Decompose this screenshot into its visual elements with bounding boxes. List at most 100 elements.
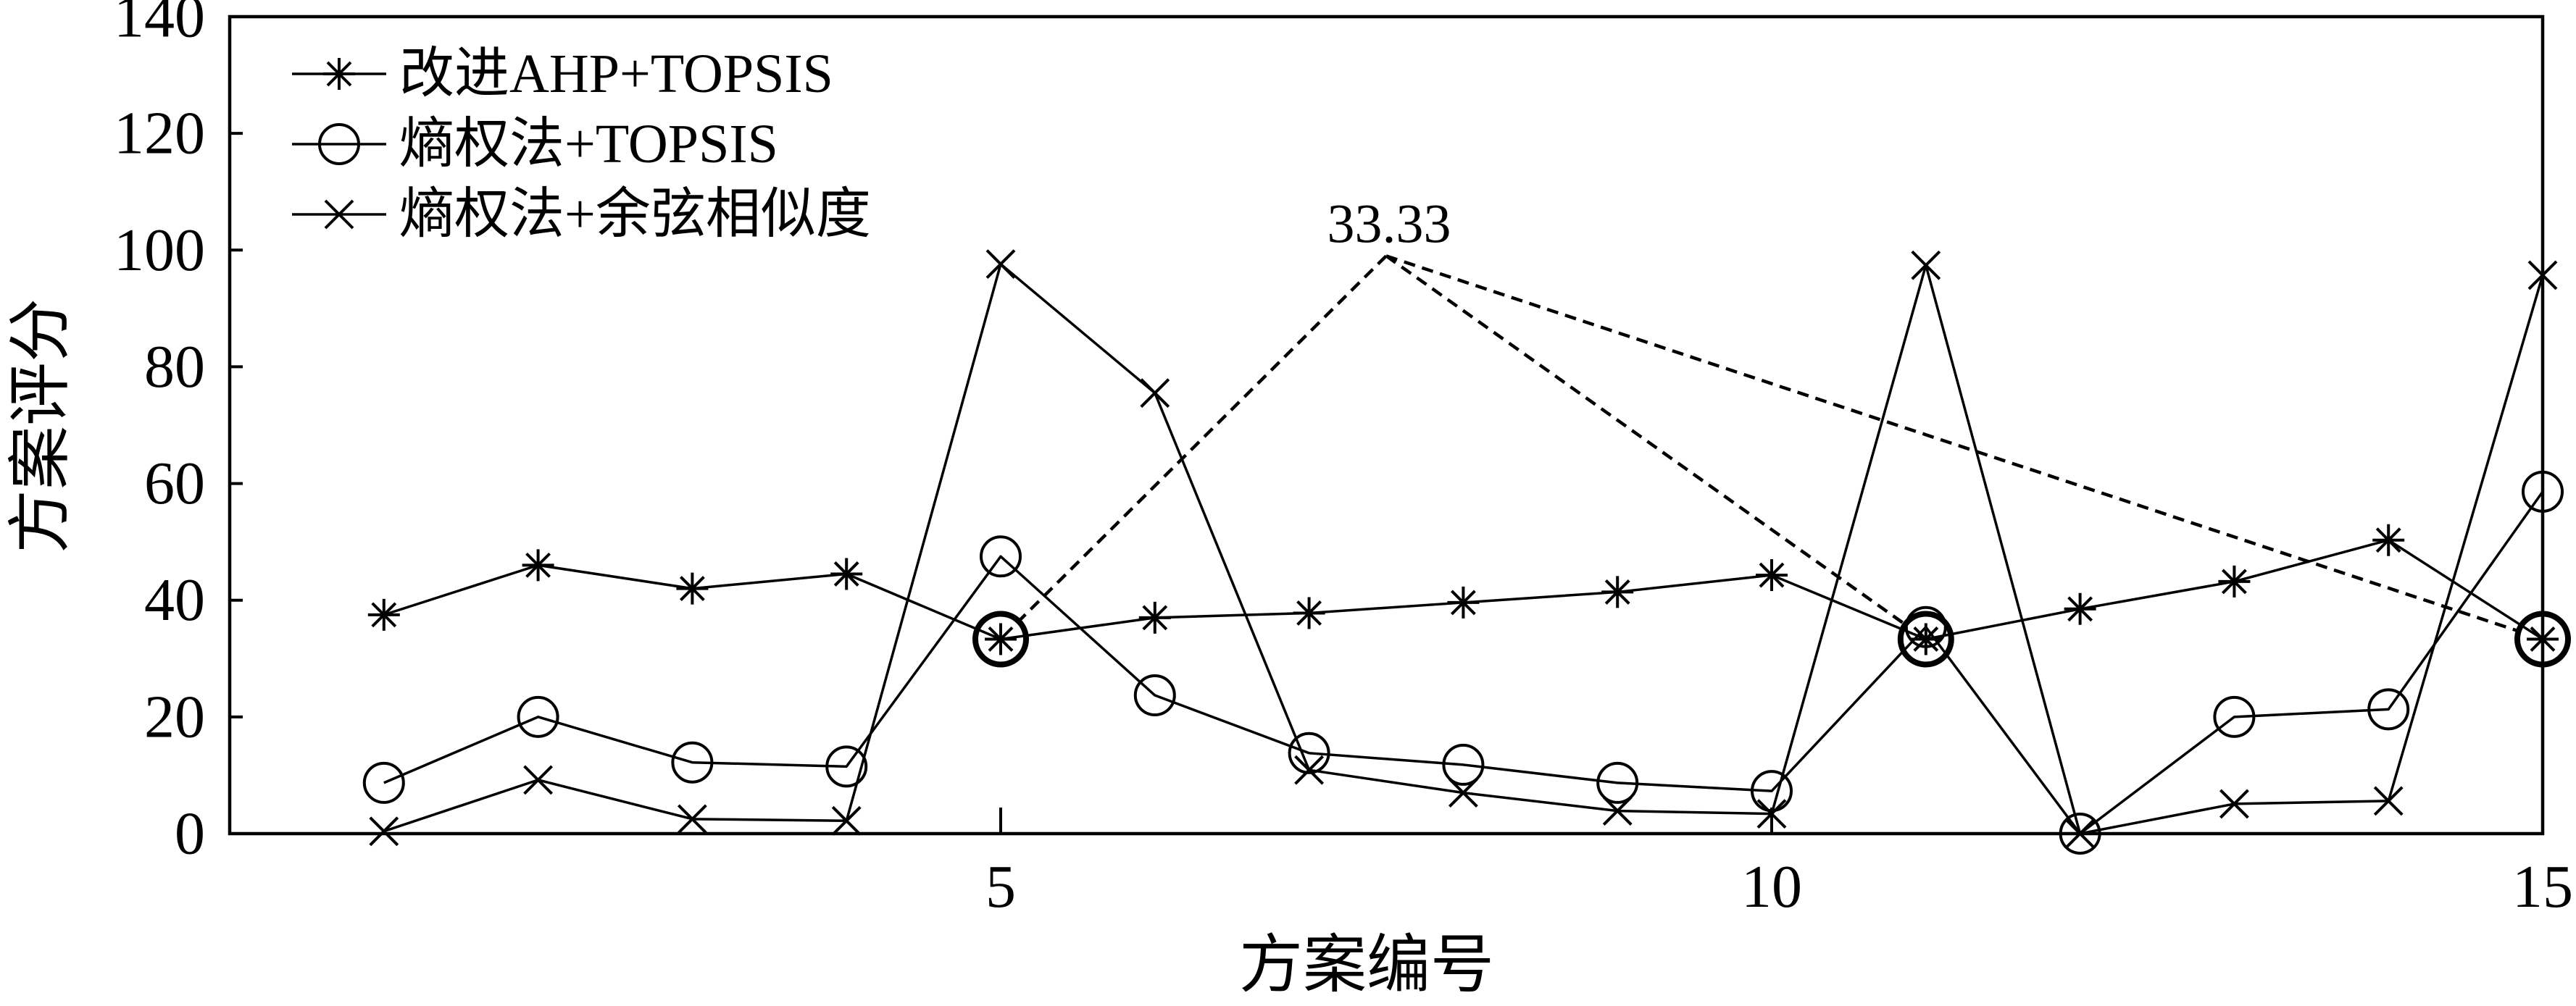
series-2-point-4 (825, 745, 868, 788)
series-3-point-5-stroke-b (985, 249, 1016, 280)
series-2-point-9 (1596, 761, 1639, 804)
series-1-point-10-stroke-b (1759, 562, 1785, 588)
series-3-point-2-stroke-b (523, 765, 554, 795)
legend-marker-3 (324, 199, 354, 230)
plot-frame (228, 14, 2545, 836)
series-1-point-15 (2527, 623, 2559, 655)
x-tick-label-10: 10 (1741, 853, 1802, 921)
y-tick-label-0: 0 (175, 800, 205, 868)
series-1-point-6-stroke-b (1142, 605, 1168, 631)
series-3-point-10-stroke-b (1756, 799, 1787, 829)
series-3-point-9 (1602, 796, 1633, 826)
series-1-point-3-stroke-b (679, 576, 705, 602)
series-3-point-13 (2219, 789, 2249, 819)
y-tick-label-120: 120 (114, 100, 205, 167)
axes: 0 20 40 60 80 100 120 140 5 10 15 (114, 0, 2573, 921)
series-1-point-10 (1756, 559, 1788, 592)
series-2-point-8-circle (1442, 743, 1485, 786)
series-2-point-5-circle (980, 535, 1022, 578)
series-3-point-3-stroke-b (677, 804, 707, 834)
annotation-leader-line-11 (1385, 254, 1906, 626)
highlight-ring-5 (972, 611, 1029, 668)
series-2-point-1 (362, 761, 405, 804)
series-3-point-3 (677, 804, 707, 834)
series-1-point-12 (2064, 592, 2096, 625)
series-3-point-13-stroke-b (2219, 789, 2249, 819)
series-3-point-11 (1911, 250, 1941, 280)
series-2-point-3-circle (671, 741, 714, 784)
legend-marker-1 (323, 58, 355, 90)
legend-marker-3-stroke-b (324, 199, 354, 230)
series-2-point-14-circle (2367, 688, 2410, 731)
x-tick-label-15: 15 (2512, 853, 2573, 921)
series-2-point-15-circle (2522, 470, 2564, 513)
series-1-point-6 (1138, 601, 1171, 634)
series-2-point-14 (2367, 688, 2410, 731)
series-group (362, 249, 2571, 855)
legend-marker-1-stroke-b (326, 61, 352, 87)
series-3-point-11-stroke-b (1911, 250, 1941, 280)
series-2-point-12 (2059, 813, 2101, 855)
series-3-point-2 (523, 765, 554, 795)
series-2-point-7-circle (1288, 732, 1330, 774)
series-1-point-7-stroke-b (1296, 600, 1322, 626)
annotation-leader-line-5 (1017, 254, 1388, 622)
y-tick-label-60: 60 (144, 450, 205, 517)
series-2-point-4-circle (825, 745, 868, 788)
series-3-point-1-stroke-b (369, 816, 399, 847)
legend-marker-2 (318, 123, 360, 165)
y-tick-label-100: 100 (114, 217, 205, 284)
series-2-point-3 (671, 741, 714, 784)
series-1-point-1 (367, 598, 400, 631)
series-2-point-13-circle (2213, 695, 2256, 738)
legend-label-3: 熵权法+余弦相似度 (399, 184, 871, 245)
legend-label-1: 改进AHP+TOPSIS (399, 43, 833, 104)
series-3-point-15-stroke-b (2527, 260, 2558, 290)
y-axis-title: 方案评分 (7, 298, 77, 553)
y-tick-label-40: 40 (144, 566, 205, 634)
series-3-point-10 (1756, 799, 1787, 829)
series-3-point-14-stroke-b (2373, 786, 2404, 816)
series-1-point-11 (1909, 623, 1942, 655)
series-2-point-12-circle (2059, 813, 2101, 855)
series-2-point-2-circle (517, 695, 559, 738)
series-3-point-14 (2373, 786, 2404, 816)
series-2-point-13 (2213, 695, 2256, 738)
series-1-point-13-stroke-b (2221, 569, 2247, 595)
y-tick-label-140: 140 (114, 0, 205, 51)
series-1-point-14 (2372, 524, 2405, 556)
series-3-point-15 (2527, 260, 2558, 290)
series-2-point-8 (1442, 743, 1485, 786)
series-2-point-2 (517, 695, 559, 738)
series-3-point-9-stroke-b (1602, 796, 1633, 826)
legend-item-1: 改进AHP+TOPSIS (292, 43, 833, 104)
highlight-ring-15 (2514, 611, 2571, 668)
annotation-leader-line-15 (1385, 254, 2519, 633)
series-1-point-14-stroke-b (2375, 527, 2401, 553)
series-2-line (383, 490, 2544, 835)
series-1-point-2 (522, 549, 554, 582)
series-1-point-12-stroke-b (2067, 596, 2093, 622)
highlight-ring-11 (1897, 611, 1954, 668)
series-1-point-13 (2218, 565, 2251, 598)
series-2-point-6 (1133, 674, 1176, 717)
y-tick-label-80: 80 (144, 333, 205, 401)
series-2-point-10-circle (1751, 770, 1793, 813)
series-3-point-7 (1294, 755, 1325, 785)
series-1-point-9 (1601, 576, 1634, 608)
series-2-point-9-circle (1596, 761, 1639, 804)
series-3-point-4-stroke-b (831, 805, 862, 836)
series-3-point-6 (1140, 378, 1170, 408)
series-1-point-5 (985, 623, 1017, 655)
series-1-point-4-stroke-b (833, 561, 859, 587)
legend-item-2: 熵权法+TOPSIS (292, 114, 778, 175)
series-2-point-1-circle (362, 761, 405, 804)
series-1-point-15-stroke-b (2530, 626, 2556, 652)
legend: 改进AHP+TOPSIS 熵权法+TOPSIS 熵权法+余弦相似度 (292, 43, 871, 245)
series-1-point-8 (1447, 586, 1480, 619)
legend-label-2: 熵权法+TOPSIS (399, 114, 778, 175)
series-3-point-12 (2065, 818, 2096, 849)
series-3-point-6-stroke-b (1140, 378, 1170, 408)
x-axis-title: 方案编号 (1239, 931, 1494, 1001)
